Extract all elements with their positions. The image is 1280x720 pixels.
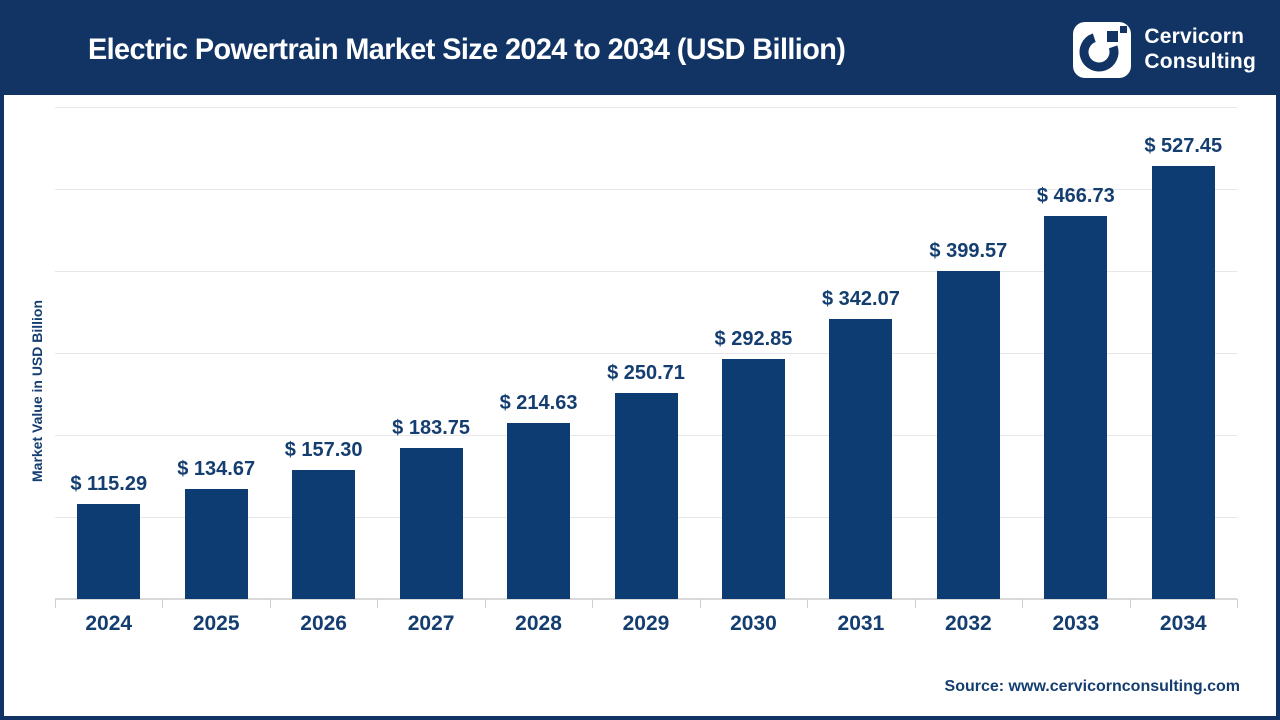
x-axis-label-2027: 2027	[407, 612, 455, 635]
bar-2033	[1044, 216, 1108, 599]
x-axis-tick	[377, 599, 379, 608]
bar-value-label-2032: $ 399.57	[929, 240, 1008, 263]
gridline-300	[55, 353, 1237, 354]
bar-value-label-2029: $ 250.71	[607, 362, 685, 385]
x-axis-tick	[914, 599, 916, 608]
brand-logo-icon	[1073, 21, 1132, 78]
x-axis-label-2026: 2026	[300, 612, 347, 635]
brand-name: Cervicorn Consulting	[1144, 25, 1256, 75]
bar-2026	[292, 470, 356, 599]
brand-name-line1: Cervicorn	[1144, 24, 1245, 48]
bar-value-label-2033: $ 466.73	[1036, 185, 1115, 208]
x-axis-tick	[269, 599, 271, 608]
x-axis-label-2034: 2034	[1159, 612, 1207, 635]
gridline-400	[55, 271, 1237, 272]
plot-area: $ 115.29 2024 $ 134.67 2025 $ 157.30 2026 $ 18…	[55, 107, 1238, 635]
source-credit: Source: www.cervicornconsulting.com	[944, 678, 1240, 695]
x-axis-label-2029: 2029	[622, 612, 670, 635]
gridline-500	[55, 189, 1237, 190]
x-axis-tick	[1129, 599, 1131, 608]
x-axis-line	[55, 598, 1237, 600]
bar-2025	[184, 488, 248, 599]
chart-region: Market Value in USD Billion $ 115.29 2024…	[4, 95, 1276, 716]
x-axis-label-2024: 2024	[85, 612, 133, 635]
x-axis-tick	[807, 599, 809, 608]
y-axis-title: Market Value in USD Billion	[29, 299, 45, 483]
bar-2031	[829, 318, 893, 599]
bar-2032	[936, 271, 1000, 599]
gridline-600	[55, 107, 1237, 108]
bar-2024	[77, 504, 141, 599]
chart-title: Electric Powertrain Market Size 2024 to …	[88, 32, 846, 66]
bar-2034	[1151, 166, 1215, 599]
brand-logo: Cervicorn Consulting	[1073, 21, 1256, 78]
x-axis-tick	[1237, 599, 1238, 608]
bar-value-label-2024: $ 115.29	[70, 473, 148, 496]
x-axis-label-2032: 2032	[944, 612, 992, 635]
bar-2028	[507, 423, 571, 599]
x-axis-label-2025: 2025	[192, 612, 240, 635]
cervicorn-c-icon	[1079, 25, 1128, 71]
x-axis-label-2030: 2030	[730, 612, 777, 635]
x-axis-label-2031: 2031	[837, 612, 885, 635]
bar-value-label-2031: $ 342.07	[821, 287, 900, 310]
bar-value-label-2027: $ 183.75	[392, 417, 470, 440]
header-band: Electric Powertrain Market Size 2024 to …	[4, 4, 1276, 95]
bar-2030	[721, 358, 785, 599]
brand-name-line2: Consulting	[1144, 49, 1256, 73]
bar-value-label-2030: $ 292.85	[714, 327, 793, 350]
bar-2027	[399, 448, 463, 599]
bar-2029	[614, 393, 678, 599]
bar-value-label-2034: $ 527.45	[1144, 135, 1223, 158]
x-axis-label-2033: 2033	[1052, 612, 1100, 635]
x-axis-tick	[55, 599, 56, 608]
bar-value-label-2028: $ 214.63	[499, 392, 578, 414]
bar-value-label-2026: $ 157.30	[284, 439, 363, 461]
bar-value-label-2025: $ 134.67	[177, 457, 256, 480]
x-axis-tick	[699, 599, 701, 608]
x-axis-tick	[162, 599, 164, 608]
x-axis-tick	[592, 599, 594, 608]
x-axis-tick	[1022, 599, 1024, 608]
x-axis-tick	[484, 599, 486, 608]
x-axis-label-2028: 2028	[515, 612, 562, 635]
